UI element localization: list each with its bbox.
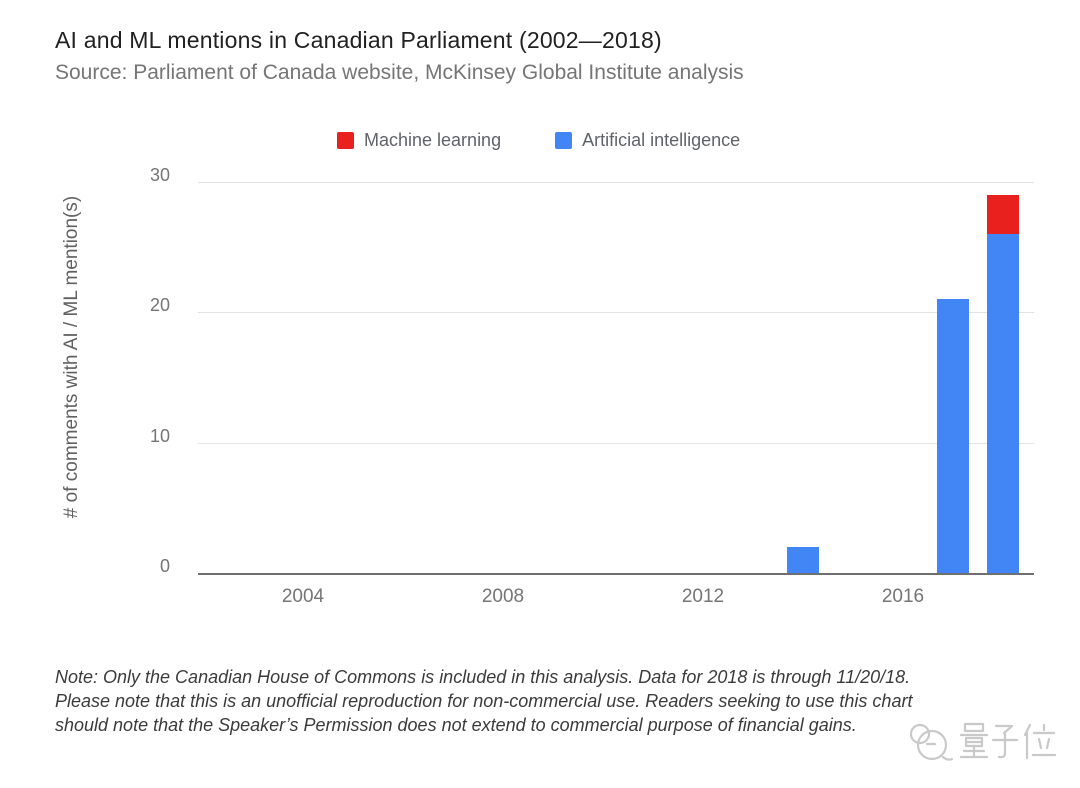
y-axis-title: # of comments with AI / ML mention(s) (61, 195, 82, 519)
footnote-line-3: should note that the Speaker’s Permissio… (55, 715, 857, 735)
y-tick-label-0: 0 (159, 556, 170, 576)
y-tick-label-20: 20 (149, 295, 170, 315)
y-tick-label-10: 10 (149, 426, 170, 446)
chart-title: AI and ML mentions in Canadian Parliamen… (55, 27, 662, 53)
footnote-line-1: Note: Only the Canadian House of Commons… (55, 667, 911, 687)
legend-label: Machine learning (364, 130, 502, 150)
y-tick-label-30: 30 (149, 165, 170, 185)
legend-swatch (337, 132, 354, 149)
bar-2018-artificial-intelligence[interactable] (987, 234, 1019, 573)
x-axis-line (198, 573, 1034, 575)
legend-item-artificial-intelligence[interactable]: Artificial intelligence (555, 130, 740, 151)
chart-subtitle: Source: Parliament of Canada website, Mc… (55, 61, 744, 84)
footnote-line-2: Please note that this is an unofficial r… (55, 691, 913, 711)
bar-2017-artificial-intelligence[interactable] (937, 299, 969, 573)
qbitai-logo-icon (909, 723, 954, 761)
x-tick-label-2004: 2004 (281, 586, 325, 607)
x-tick-label-2016: 2016 (881, 586, 925, 607)
chart-legend: Machine learning Artificial intelligence (337, 130, 740, 151)
gridline-10 (198, 443, 1034, 444)
watermark-text-glyphs (960, 722, 1056, 760)
legend-item-machine-learning[interactable]: Machine learning (337, 130, 501, 151)
legend-swatch (555, 132, 573, 149)
x-tick-label-2012: 2012 (681, 586, 725, 607)
x-tick-label-2008: 2008 (481, 586, 525, 607)
watermark: 量子位 (904, 720, 1056, 764)
legend-label: Artificial intelligence (582, 130, 741, 150)
footnote: Note: Only the Canadian House of Commons… (55, 665, 912, 737)
bar-2018-machine-learning[interactable] (987, 195, 1019, 234)
gridline-20 (198, 312, 1034, 313)
gridline-30 (198, 182, 1034, 183)
bar-2014-artificial-intelligence[interactable] (787, 547, 819, 573)
